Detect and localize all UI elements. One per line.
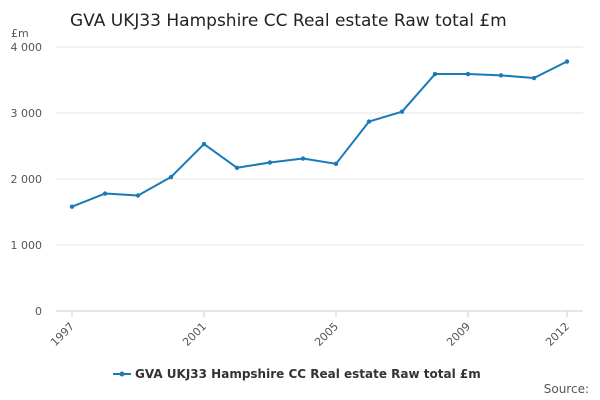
data-point	[135, 193, 141, 198]
legend-label: GVA UKJ33 Hampshire CC Real estate Raw t…	[135, 367, 481, 381]
y-tick-label: 3 000	[11, 107, 43, 120]
gridlines	[56, 46, 583, 246]
y-tick-label: 1 000	[11, 239, 43, 252]
chart-title: GVA UKJ33 Hampshire CC Real estate Raw t…	[70, 11, 507, 31]
data-point	[399, 109, 405, 114]
data-point	[234, 165, 240, 170]
legend-marker	[119, 371, 125, 377]
legend: GVA UKJ33 Hampshire CC Real estate Raw t…	[113, 367, 481, 381]
data-point	[564, 59, 570, 64]
data-point	[300, 156, 306, 161]
x-tick-label: 2001	[180, 320, 209, 349]
data-point	[102, 191, 108, 196]
data-point	[531, 75, 537, 81]
data-point	[366, 119, 372, 124]
series-line	[71, 60, 568, 208]
x-tick-label: 2005	[312, 320, 341, 349]
data-point	[498, 73, 504, 78]
y-axis-ticks: 0 1 000 2 000 3 000 4 000	[11, 41, 43, 318]
y-tick-label: 0	[35, 305, 42, 318]
x-axis: 1997 2001 2005 2009 2012	[48, 310, 583, 349]
data-point	[333, 161, 339, 167]
y-tick-label: 4 000	[11, 41, 43, 54]
data-point	[69, 204, 75, 209]
x-tick-label: 2009	[444, 320, 473, 349]
data-point	[267, 160, 273, 165]
data-point	[201, 141, 207, 147]
x-tick-label: 2012	[543, 320, 572, 349]
data-point	[465, 71, 471, 77]
source-label: Source:	[544, 382, 589, 396]
x-tick-label: 1997	[48, 320, 77, 349]
data-point	[432, 71, 438, 77]
data-point	[168, 174, 174, 180]
series-layer	[69, 59, 570, 209]
y-axis-unit: £m	[11, 27, 29, 40]
y-tick-label: 2 000	[11, 173, 43, 186]
